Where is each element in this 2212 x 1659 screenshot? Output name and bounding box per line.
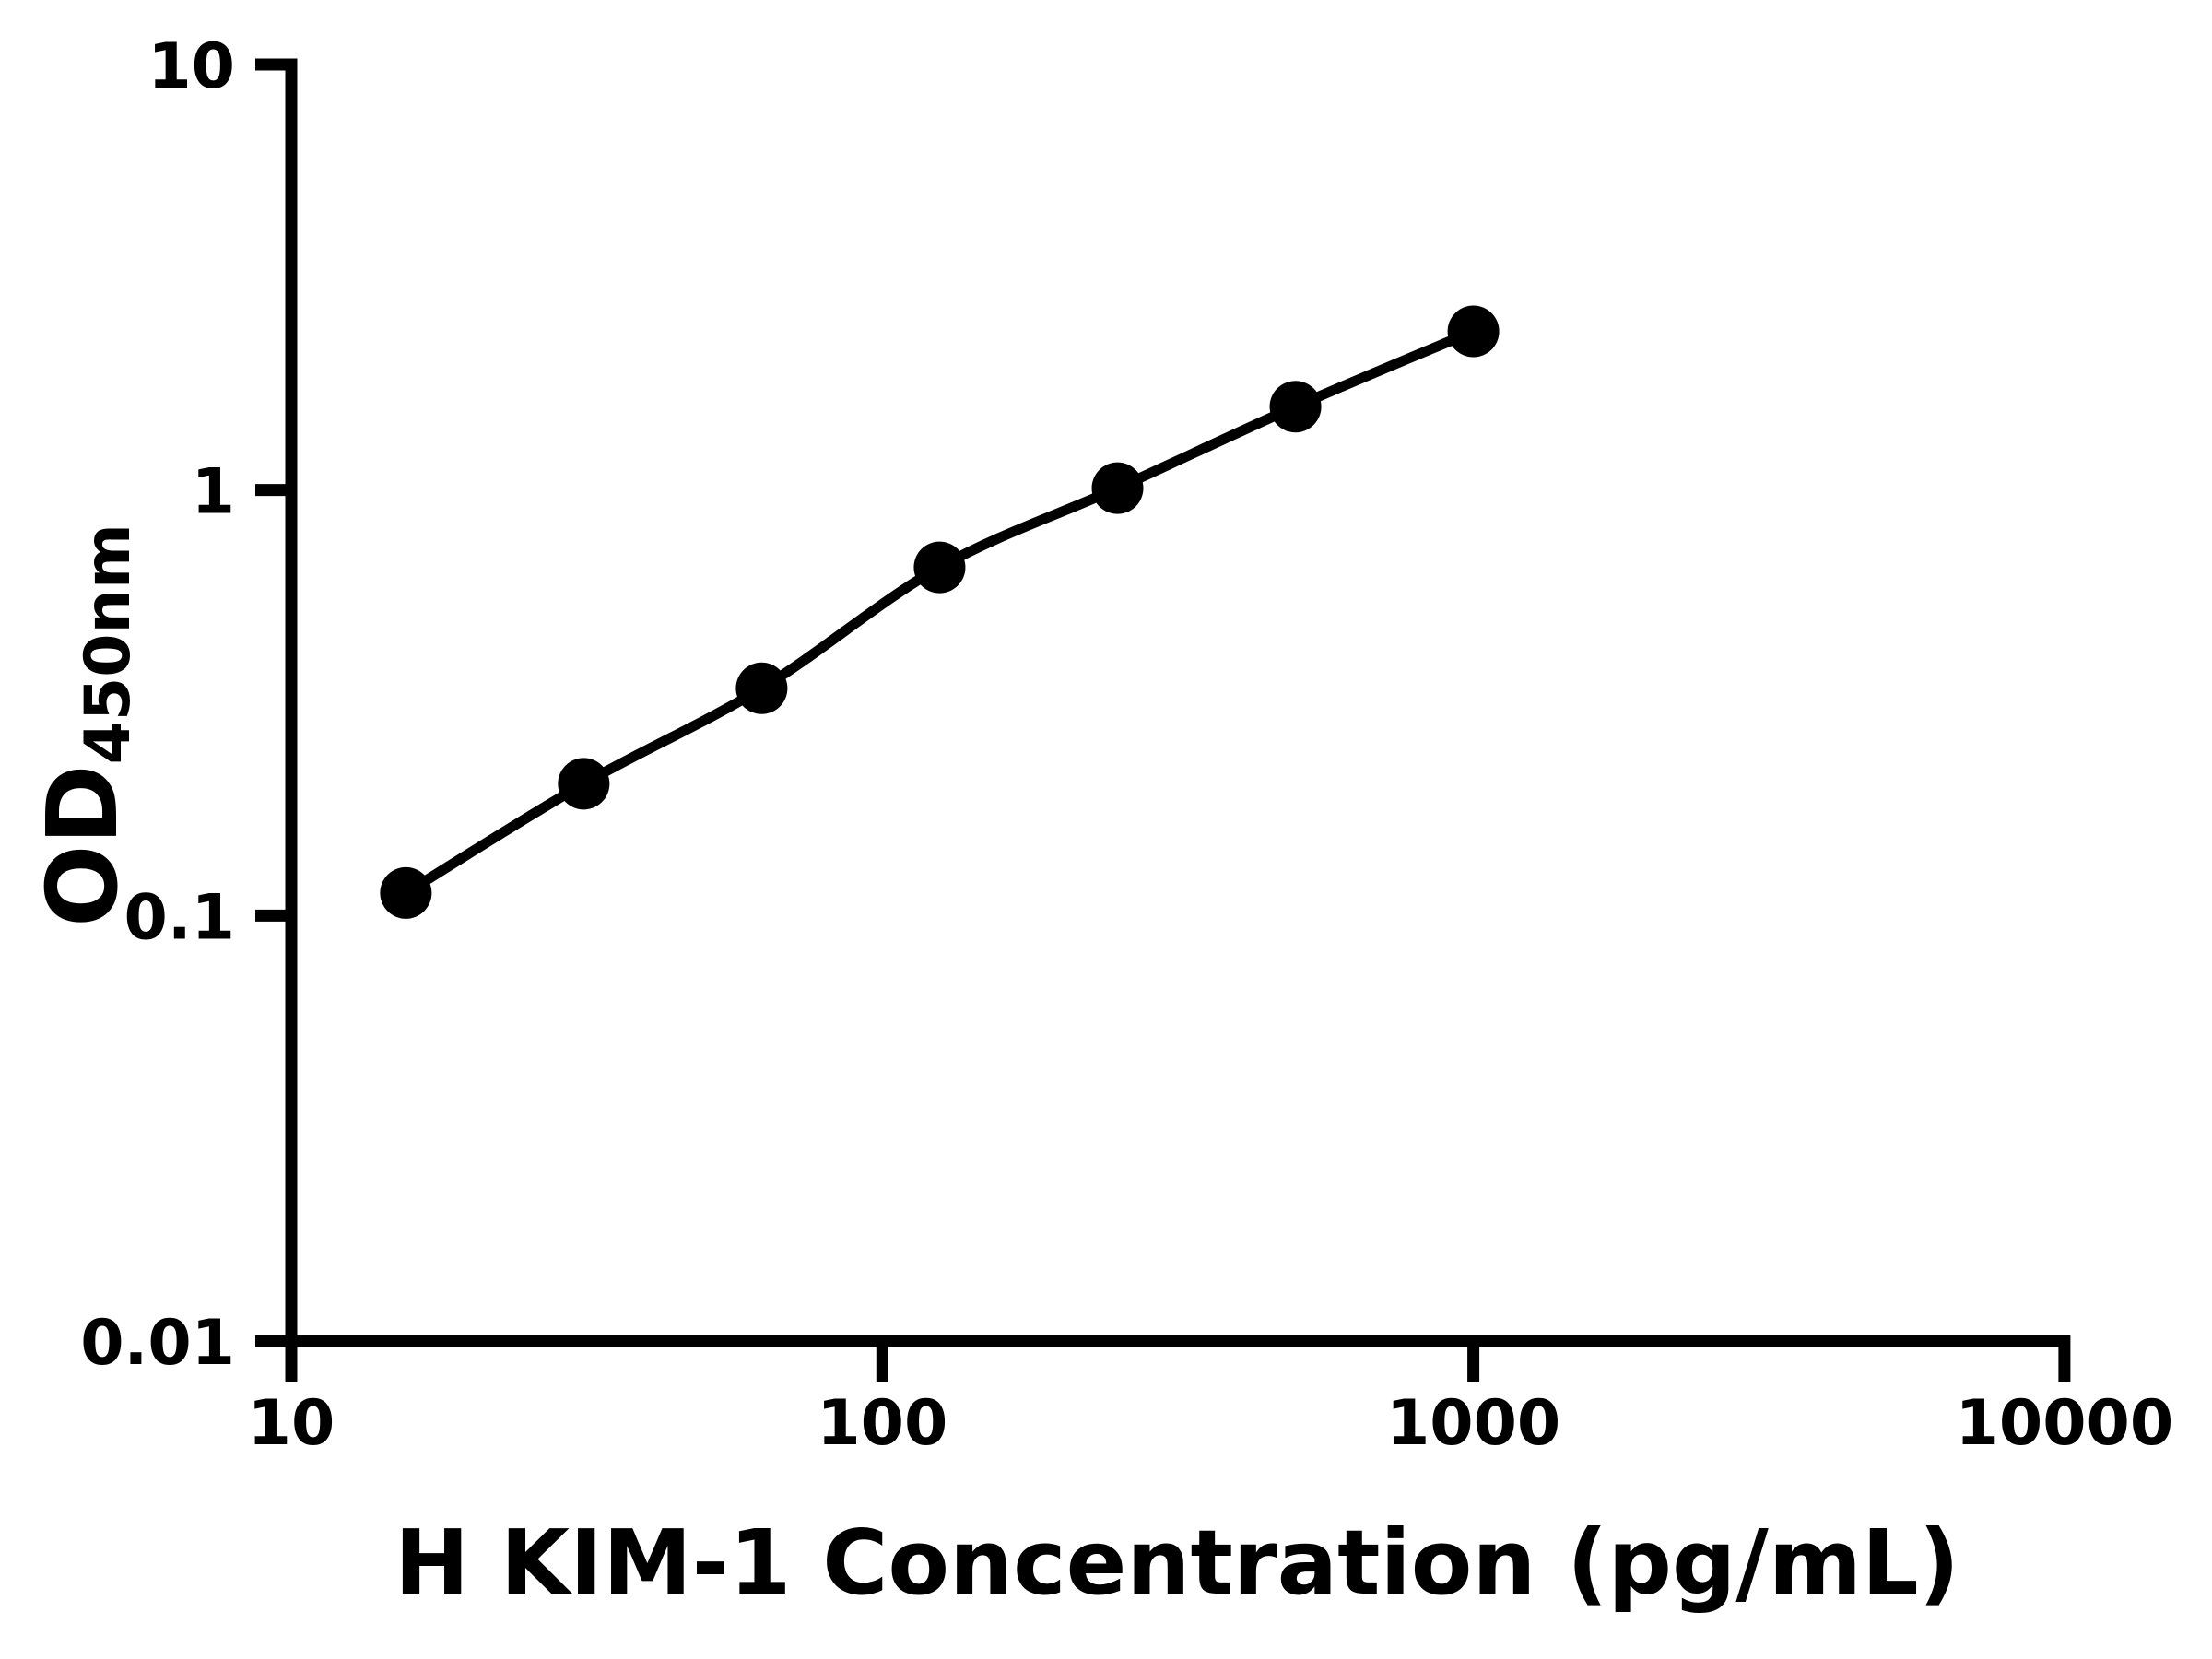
axis-spine [285,58,2065,1347]
y-tick-label: 0.01 [80,1307,235,1380]
y-tick-label: 1 [192,456,235,529]
x-tick-label: 100 [817,1387,947,1460]
y-axis-title: OD450nm [27,524,145,927]
data-point-marker [1269,381,1322,433]
data-point-marker [735,662,788,714]
y-tick-label: 0.1 [124,881,235,954]
x-tick-label: 1000 [1386,1387,1560,1460]
y-axis-title-subscript: 450nm [72,524,145,765]
data-point-marker [913,541,966,594]
data-point-marker [1091,462,1144,514]
x-axis-title: H KIM-1 Concentration (pg/mL) [394,1511,1960,1615]
axis-spines [285,58,2065,1347]
tick-marks [255,58,2071,1382]
data-point-marker [558,758,610,810]
x-tick-label: 10000 [1956,1387,2174,1460]
data-point-marker [1447,305,1500,358]
x-tick-label: 10 [248,1387,335,1460]
y-tick-label: 10 [147,30,235,103]
data-point-marker [380,866,432,919]
data-points [380,305,1500,919]
y-axis-title-main: OD [27,764,139,927]
